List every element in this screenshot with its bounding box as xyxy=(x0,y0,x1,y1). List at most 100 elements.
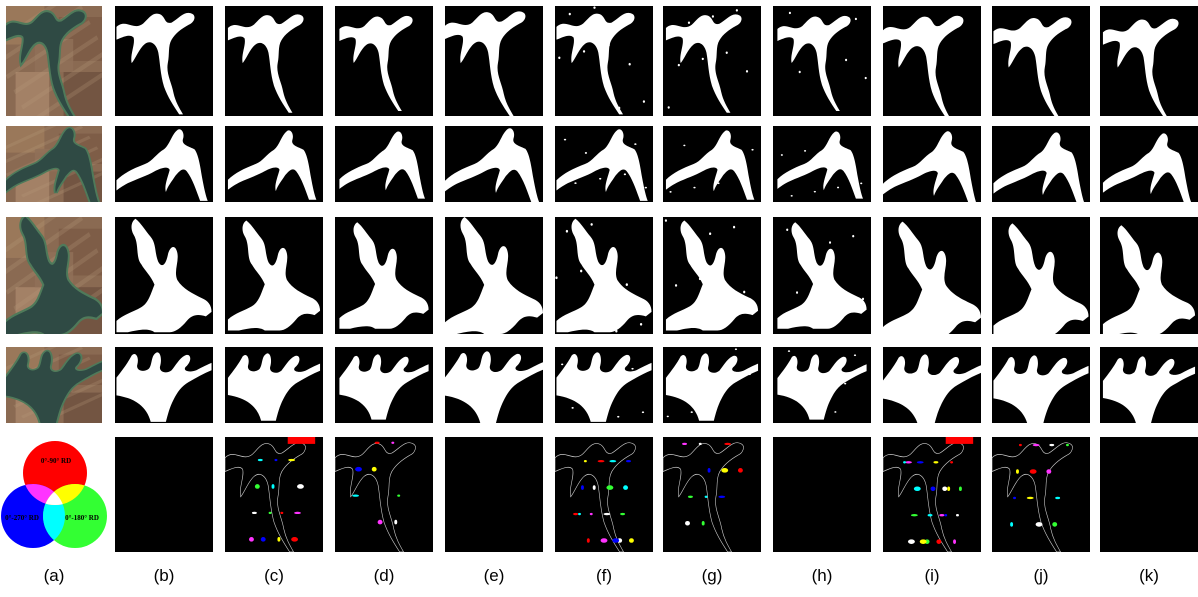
water-mask xyxy=(665,14,742,113)
difference-blob xyxy=(583,460,587,463)
mask-r2-i xyxy=(883,126,981,202)
mask-r1-h xyxy=(773,6,871,116)
boundary-outline xyxy=(663,442,744,552)
column-label-b: (b) xyxy=(153,566,175,585)
water-mask xyxy=(1102,225,1196,334)
difference-blob xyxy=(1049,443,1055,447)
difference-blob xyxy=(1029,469,1037,474)
difference-map-h xyxy=(773,437,871,552)
difference-blob xyxy=(355,466,362,472)
difference-blob xyxy=(718,495,726,498)
difference-blob xyxy=(578,512,581,516)
difference-blob xyxy=(737,468,743,473)
water-mask xyxy=(993,355,1089,423)
mask-r2-b xyxy=(115,126,213,202)
water-mask xyxy=(445,11,526,116)
water-mask xyxy=(883,15,964,116)
difference-blob xyxy=(1055,496,1061,500)
difference-blob xyxy=(249,537,254,542)
water-mask xyxy=(339,222,429,329)
difference-map-j xyxy=(992,437,1090,552)
mask-r3-j xyxy=(992,217,1090,334)
difference-blob xyxy=(947,486,951,492)
mask-r3-b xyxy=(115,217,213,334)
satellite-image-row-1 xyxy=(6,6,102,116)
legend-white-overlap xyxy=(43,484,65,505)
difference-blob xyxy=(254,484,260,489)
column-label-e: (e) xyxy=(483,566,505,585)
difference-blob xyxy=(1013,496,1017,500)
difference-blob xyxy=(1010,522,1014,527)
difference-blob xyxy=(271,484,275,489)
mask-r3-h xyxy=(773,217,871,334)
mask-r2-c xyxy=(225,126,323,202)
difference-blob xyxy=(288,458,296,462)
difference-blob xyxy=(910,514,918,517)
mask-r4-i xyxy=(883,347,981,423)
column-label-a: (a) xyxy=(43,566,65,585)
difference-blob xyxy=(397,494,401,497)
difference-map-c xyxy=(225,437,323,552)
difference-blob xyxy=(927,514,933,517)
difference-blob xyxy=(942,486,948,492)
difference-blob xyxy=(721,468,729,473)
difference-blob xyxy=(682,442,688,446)
difference-blob xyxy=(1046,469,1052,474)
water-mask xyxy=(339,354,429,420)
satellite-image-row-4 xyxy=(6,347,102,423)
water-mask xyxy=(993,17,1072,116)
legend-label-left: 0°-270° RD xyxy=(5,514,39,522)
water-mask xyxy=(993,223,1089,334)
water-mask xyxy=(993,132,1085,202)
mask-r3-f xyxy=(555,217,653,334)
legend-label-top: 0°-90° RD xyxy=(41,457,71,465)
difference-blob xyxy=(903,461,907,464)
water-body xyxy=(6,11,85,116)
difference-blob xyxy=(919,539,927,544)
difference-map-i xyxy=(883,437,981,552)
water-mask xyxy=(445,128,540,202)
difference-blob xyxy=(274,458,278,462)
boundary-outline xyxy=(555,442,636,552)
difference-blob xyxy=(606,485,614,490)
mask-r1-j xyxy=(992,6,1090,116)
difference-blob xyxy=(573,512,579,516)
difference-map-d xyxy=(335,437,433,552)
difference-blob xyxy=(294,511,301,515)
mask-r2-d xyxy=(335,126,433,202)
mask-r4-d xyxy=(335,347,433,423)
column-label-d: (d) xyxy=(373,566,395,585)
mask-r1-k xyxy=(1100,6,1198,116)
water-mask xyxy=(116,352,212,422)
mask-r4-b xyxy=(115,347,213,423)
difference-blob xyxy=(956,514,959,517)
difference-blob xyxy=(913,486,921,492)
water-mask xyxy=(777,222,867,329)
difference-blob xyxy=(724,442,732,446)
difference-blob xyxy=(603,512,611,516)
difference-blob xyxy=(580,485,584,490)
column-label-j: (j) xyxy=(1033,566,1049,585)
water-body xyxy=(6,217,102,334)
mask-r3-i xyxy=(883,217,981,334)
water-mask xyxy=(1102,356,1196,423)
mask-r2-f xyxy=(555,126,653,202)
difference-blob xyxy=(1052,522,1058,527)
water-mask xyxy=(227,220,321,331)
column-label-f: (f) xyxy=(595,566,613,585)
difference-blob xyxy=(600,538,608,543)
difference-blob xyxy=(930,486,936,492)
difference-blob xyxy=(268,511,272,515)
column-label-i: (i) xyxy=(924,566,940,585)
water-mask xyxy=(116,218,212,333)
difference-blob xyxy=(586,538,590,543)
mask-r2-j xyxy=(992,126,1090,202)
difference-blob xyxy=(374,441,380,444)
water-mask xyxy=(556,12,635,115)
mask-r1-g xyxy=(663,6,761,116)
water-mask xyxy=(556,352,652,422)
mask-r1-f xyxy=(555,6,653,116)
water-mask xyxy=(883,354,981,423)
difference-blob xyxy=(394,519,398,525)
difference-blob xyxy=(701,520,705,526)
